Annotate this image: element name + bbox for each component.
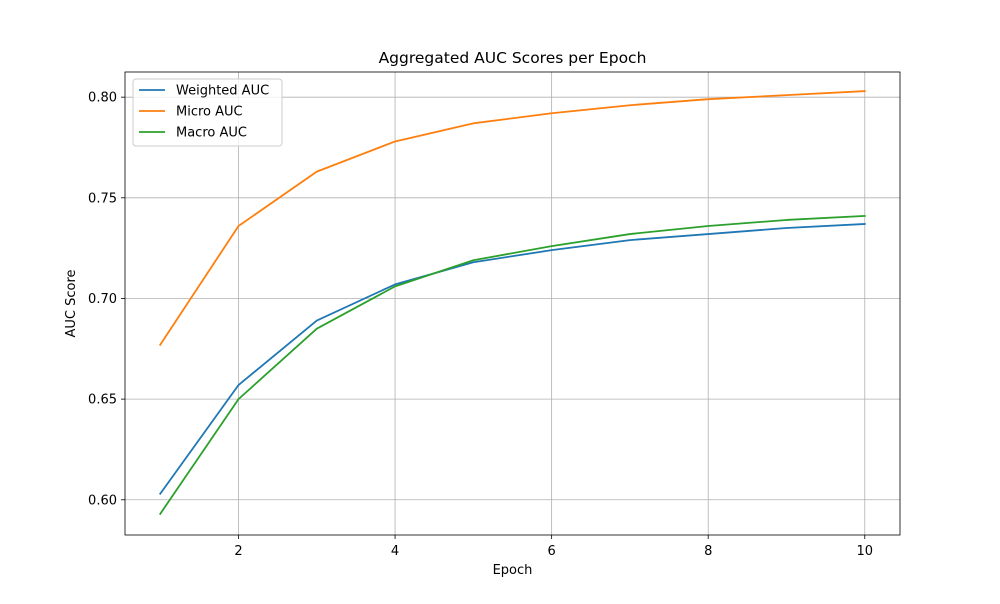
y-tick-label: 0.70 (88, 292, 117, 307)
legend-label-macro-auc: Macro AUC (176, 126, 247, 141)
y-tick-label: 0.60 (88, 493, 117, 508)
plot-frame (124, 71, 901, 536)
x-tick-label: 2 (234, 544, 242, 559)
series-line-weighted-auc (158, 223, 866, 495)
grid (125, 72, 900, 535)
x-tick-label: 6 (548, 544, 556, 559)
legend-label-weighted-auc: Weighted AUC (176, 84, 269, 99)
y-tick-label: 0.65 (88, 393, 117, 408)
x-tick-label: 8 (704, 544, 712, 559)
series-lines (158, 90, 866, 516)
x-axis: 2 4 6 8 10 (234, 535, 873, 559)
y-axis: 0.60 0.65 0.70 0.75 0.80 (88, 91, 125, 508)
y-tick-label: 0.80 (88, 91, 117, 106)
x-tick-label: 4 (391, 544, 399, 559)
series-line-macro-auc (158, 214, 866, 516)
legend-label-micro-auc: Micro AUC (176, 105, 243, 120)
x-tick-label: 10 (856, 544, 873, 559)
y-tick-label: 0.75 (88, 191, 117, 206)
x-axis-label: Epoch (493, 563, 533, 578)
series-line-micro-auc (158, 90, 866, 347)
legend-frame (132, 78, 283, 147)
chart-title: Aggregated AUC Scores per Epoch (379, 49, 647, 67)
y-axis-label: AUC Score (64, 269, 79, 337)
legend: Weighted AUC Micro AUC Macro AUC (132, 78, 283, 147)
